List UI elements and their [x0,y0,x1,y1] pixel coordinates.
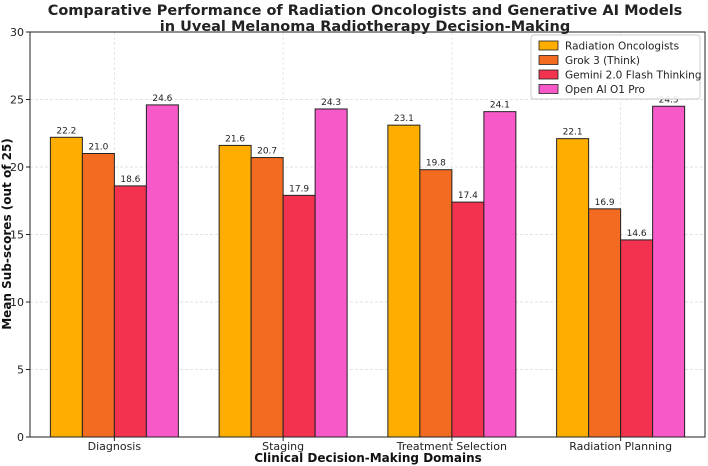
chart-subtitle: in Uveal Melanoma Radiotherapy Decision-… [160,19,570,35]
legend-label: Radiation Oncologists [565,41,679,53]
bar [50,137,82,437]
bar [557,139,589,437]
legend-label: Gemini 2.0 Flash Thinking [565,70,702,82]
bar-value-label: 20.7 [257,147,277,157]
bar-value-label: 21.6 [225,134,245,144]
bar [219,145,251,437]
bar-value-label: 19.8 [426,159,446,169]
legend-label: Grok 3 (Think) [565,55,640,67]
y-axis-label: Mean Sub-scores (out of 25) [0,138,14,330]
bar [114,186,146,437]
legend: Radiation Oncologists Grok 3 (Think) Gemin… [531,35,702,99]
bar [484,112,516,437]
bar [452,202,484,437]
y-tick-label: 30 [10,26,24,39]
bar-value-label: 17.4 [458,191,478,201]
bar [621,240,653,437]
legend-swatch [539,41,558,50]
bar-value-label: 17.9 [289,184,309,194]
bar [589,209,621,437]
bar [251,158,283,437]
bar-value-label: 24.6 [152,94,172,104]
legend-label: Open AI O1 Pro [565,84,645,96]
bar-value-label: 16.9 [595,198,615,208]
bar-value-label: 23.1 [394,114,414,124]
bars-group [50,105,684,437]
legend-swatch [539,70,558,79]
bar [315,109,347,437]
y-tick-label: 5 [17,364,24,377]
bar [388,125,420,437]
x-axis-label: Clinical Decision-Making Domains [254,451,482,465]
legend-swatch [539,56,558,65]
bar-chart: Comparative Performance of Radiation Onc… [0,0,708,466]
y-tick-label: 0 [17,431,24,444]
x-tick-label: Radiation Planning [569,440,672,453]
bar [283,195,315,437]
bar [146,105,178,437]
bar-value-label: 22.1 [563,128,583,138]
bar-value-label: 18.6 [120,175,140,185]
bar [420,170,452,437]
legend-swatch [539,85,558,94]
y-tick-label: 25 [10,94,24,107]
bar [653,106,685,437]
bar-value-label: 14.6 [627,229,647,239]
chart-title: Comparative Performance of Radiation Onc… [48,3,683,19]
bar-value-label: 22.2 [56,126,76,136]
x-tick-label: Diagnosis [88,440,142,453]
bar-value-label: 24.1 [490,101,510,111]
bar [82,154,114,438]
bar-value-label: 21.0 [88,143,108,153]
bar-value-label: 24.3 [321,98,341,108]
